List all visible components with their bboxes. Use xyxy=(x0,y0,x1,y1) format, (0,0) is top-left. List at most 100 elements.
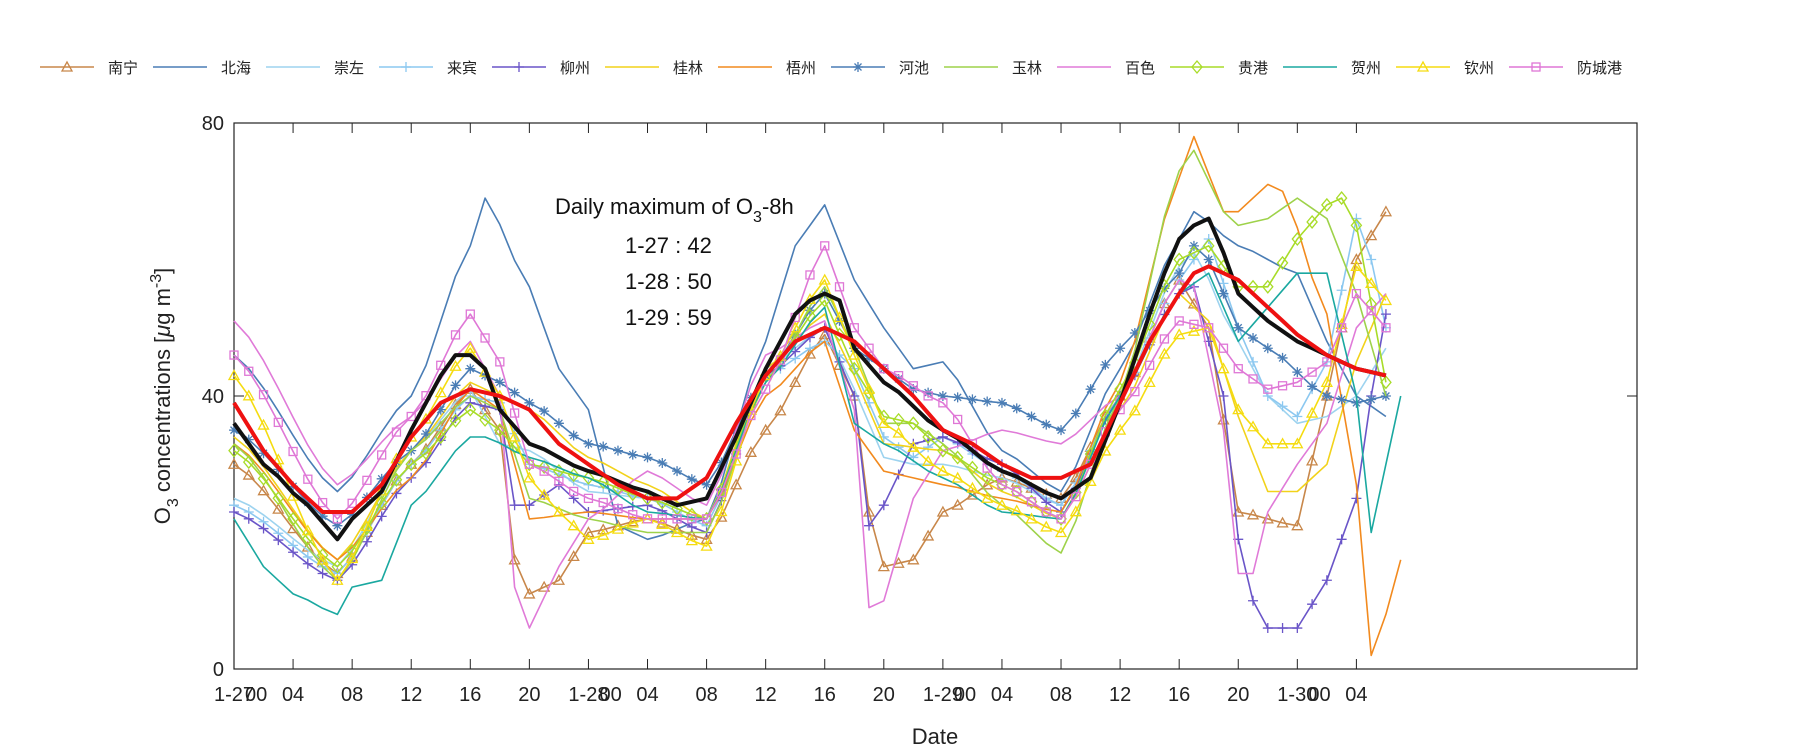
data-point xyxy=(864,353,875,364)
data-point xyxy=(626,515,639,527)
data-point xyxy=(1321,575,1332,586)
data-point xyxy=(1218,343,1229,353)
data-point xyxy=(272,502,285,514)
data-point xyxy=(538,488,551,500)
data-point xyxy=(227,369,241,381)
data-point xyxy=(1380,391,1391,401)
data-point xyxy=(1056,514,1066,524)
data-point xyxy=(552,573,566,585)
data-point xyxy=(1069,505,1082,517)
data-point xyxy=(1246,508,1260,520)
legend-label: 崇左 xyxy=(334,60,364,77)
data-point xyxy=(848,348,861,360)
data-point xyxy=(1188,245,1200,260)
data-point xyxy=(1246,420,1260,432)
annotation-line-2: 1-28 : 50 xyxy=(625,269,712,294)
data-point xyxy=(390,472,403,487)
data-point xyxy=(744,445,757,457)
series-line xyxy=(233,217,1387,575)
data-point xyxy=(242,389,255,401)
x-tick-label: 12 xyxy=(400,684,422,706)
legend-item: 河池 xyxy=(831,60,929,77)
data-point xyxy=(401,62,411,72)
series-line xyxy=(232,264,1387,514)
legend-item: 桂林 xyxy=(605,60,703,77)
data-point xyxy=(820,241,830,251)
data-point xyxy=(1143,376,1156,388)
data-point xyxy=(790,346,801,357)
data-point xyxy=(272,453,285,465)
legend-label: 贺州 xyxy=(1351,60,1381,77)
data-point xyxy=(1531,62,1541,72)
data-point xyxy=(923,387,934,398)
data-point xyxy=(1307,367,1317,377)
data-point xyxy=(539,406,550,417)
data-point xyxy=(908,381,918,391)
data-point xyxy=(1041,419,1052,430)
data-point xyxy=(761,384,771,394)
data-point xyxy=(509,387,520,398)
data-point xyxy=(1307,381,1318,392)
data-point xyxy=(509,408,520,418)
data-point xyxy=(539,466,549,476)
data-point xyxy=(1026,411,1037,422)
data-point xyxy=(598,497,608,508)
data-point xyxy=(1292,367,1303,378)
data-point xyxy=(1379,294,1393,306)
data-point xyxy=(258,390,269,400)
legend-label: 钦州 xyxy=(1464,60,1494,77)
legend: 南宁 北海 崇左 来宾 柳州 桂林 梧州 河池 玉林 百色 贵港 贺州 钦州 防城港 xyxy=(40,59,1622,77)
data-point xyxy=(853,62,863,72)
data-point xyxy=(952,392,963,403)
data-point xyxy=(405,457,418,472)
data-point xyxy=(450,330,461,340)
data-point xyxy=(420,446,432,461)
data-point xyxy=(301,524,314,536)
data-point xyxy=(272,491,285,506)
data-point xyxy=(523,457,536,472)
x-tick-label: 12 xyxy=(1109,684,1131,706)
data-point xyxy=(360,520,374,532)
data-point xyxy=(879,364,889,374)
data-point xyxy=(227,457,241,469)
data-point xyxy=(716,487,727,498)
data-point xyxy=(495,357,505,367)
legend-item: 玉林 xyxy=(944,60,1042,77)
data-point xyxy=(1307,599,1318,610)
data-point xyxy=(1204,323,1214,333)
data-point xyxy=(554,476,564,486)
data-point xyxy=(450,380,461,391)
data-point xyxy=(953,414,963,425)
data-point xyxy=(818,293,831,308)
data-point xyxy=(1350,253,1363,265)
data-point xyxy=(229,507,239,518)
data-point xyxy=(981,470,994,485)
data-point xyxy=(1173,252,1186,267)
y-axis-title: O3 concentrations [μg m-3] xyxy=(148,268,182,525)
x-tick-label: 08 xyxy=(1050,684,1072,706)
data-point xyxy=(951,471,964,483)
legend-item: 钦州 xyxy=(1396,60,1494,77)
data-point xyxy=(657,514,667,524)
series-贵港 xyxy=(228,191,1392,574)
legend-label: 贵港 xyxy=(1238,60,1268,77)
data-point xyxy=(642,452,653,463)
data-point xyxy=(1321,197,1333,212)
legend-item: 南宁 xyxy=(40,60,138,77)
data-point xyxy=(937,431,948,442)
x-tick-label: 08 xyxy=(341,684,363,706)
data-point xyxy=(715,482,728,497)
data-point xyxy=(1248,595,1259,606)
series-line xyxy=(233,272,1402,616)
data-point xyxy=(420,428,431,439)
data-point xyxy=(317,511,328,522)
data-point xyxy=(406,411,416,422)
data-point xyxy=(967,394,978,405)
data-point xyxy=(938,398,948,408)
legend-item: 贵港 xyxy=(1170,59,1268,77)
data-point xyxy=(568,430,579,441)
data-point xyxy=(1261,437,1274,449)
data-point xyxy=(332,514,343,524)
legend-label: 防城港 xyxy=(1577,60,1622,77)
